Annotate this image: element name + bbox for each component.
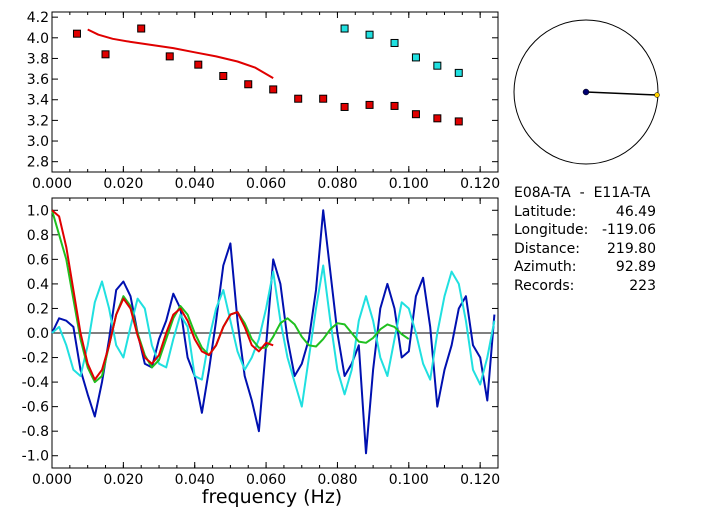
info-key: Longitude: — [514, 222, 589, 238]
x-tick-label: 0.040 — [175, 472, 215, 488]
info-value: 223 — [629, 277, 656, 294]
y-tick-label: 4.2 — [27, 10, 49, 26]
data-point — [411, 53, 420, 62]
station-b-dot — [654, 92, 660, 98]
y-tick-label: -1.0 — [22, 449, 49, 465]
x-tick-label: 0.100 — [389, 472, 429, 488]
data-point — [194, 60, 203, 69]
station-pair-label: E08A-TA - E11A-TA — [514, 185, 651, 201]
y-tick-label: 1.0 — [27, 203, 49, 219]
data-point — [433, 114, 442, 123]
data-point — [165, 52, 174, 61]
data-point — [244, 80, 253, 89]
y-tick-label: 3.6 — [27, 72, 49, 88]
series-line — [51, 209, 496, 455]
info-value: 46.49 — [615, 203, 656, 220]
data-point — [101, 50, 110, 59]
info-value: 92.89 — [615, 259, 656, 275]
azimuth-circle-map — [513, 19, 660, 165]
y-tick-label: 0.4 — [27, 277, 49, 293]
data-point — [390, 101, 399, 110]
y-tick-label: 4.0 — [27, 31, 49, 47]
data-point — [454, 117, 463, 126]
x-tick-label: 0.080 — [317, 472, 357, 488]
x-tick-label: 0.060 — [246, 176, 286, 192]
correlation-plot: 0.000 0.020 0.040 0.060 0.080 0.100 0.120 1.0 0.… — [22, 197, 500, 488]
y-tick-label: 2.8 — [27, 155, 49, 171]
data-point — [219, 72, 228, 80]
info-row-distance: Distance: 219.80 — [514, 240, 656, 259]
y-tick-label: -0.2 — [22, 351, 49, 367]
y-tick-label: 0.8 — [27, 228, 49, 244]
data-point — [319, 94, 328, 103]
info-row-records: Records: 223 — [514, 277, 656, 296]
x-tick-label: 0.020 — [103, 176, 143, 192]
x-tick-label: 0.020 — [103, 472, 143, 488]
info-key: Latitude: — [514, 203, 577, 220]
series-line — [51, 209, 274, 381]
y-tick-label: 0.0 — [27, 326, 49, 342]
x-tick-label: 0.040 — [175, 176, 215, 192]
data-point — [340, 102, 349, 111]
info-key: Records: — [514, 277, 575, 294]
x-tick-label: 0.060 — [246, 472, 286, 488]
data-point — [365, 30, 374, 39]
y-tick-label: 3.4 — [27, 93, 49, 109]
info-value: -119.06 — [601, 222, 656, 238]
y-tick-label: 3.0 — [27, 134, 49, 150]
info-row-latitude: Latitude: 46.49 — [514, 203, 656, 222]
data-point — [411, 110, 420, 119]
info-row-azimuth: Azimuth: 92.89 — [514, 258, 656, 277]
data-point — [365, 100, 374, 109]
info-row-longitude: Longitude: -119.06 — [514, 221, 656, 240]
data-point — [390, 38, 399, 47]
info-key: Azimuth: — [514, 259, 577, 275]
path-line — [585, 91, 658, 96]
map-circle — [513, 19, 659, 165]
y-tick-label: -0.6 — [22, 400, 49, 416]
info-key: Distance: — [514, 240, 580, 257]
data-point — [340, 24, 349, 33]
y-tick-label: 3.2 — [27, 113, 49, 129]
x-tick-label: 0.080 — [317, 176, 357, 192]
y-tick-label: 0.6 — [27, 252, 49, 268]
info-rows: Latitude: 46.49 Longitude: -119.06 Distance:… — [514, 203, 656, 296]
series-line — [87, 28, 274, 79]
x-tick-label: 0.000 — [32, 176, 72, 192]
y-tick-label: 3.8 — [27, 51, 49, 67]
x-tick-label: 0.000 — [32, 472, 72, 488]
data-point — [454, 68, 463, 77]
x-tick-label: 0.120 — [460, 472, 500, 488]
station-a-dot — [582, 88, 590, 96]
x-tick-label: 0.100 — [389, 176, 429, 192]
x-axis-title: frequency (Hz) — [202, 486, 342, 508]
data-point — [137, 24, 146, 33]
x-tick-label: 0.120 — [460, 176, 500, 192]
station-info-panel: E08A-TA - E11A-TA Latitude: 46.49 Longitud… — [514, 184, 656, 295]
info-value: 219.80 — [607, 240, 656, 257]
data-point — [433, 61, 442, 70]
data-point — [269, 85, 278, 94]
y-tick-label: -0.4 — [22, 375, 49, 391]
dispersion-plot: 0.000 0.020 0.040 0.060 0.080 0.100 0.120 4.2 4.… — [27, 10, 500, 192]
data-point — [294, 94, 303, 103]
series-line — [51, 264, 496, 408]
y-tick-label: 0.2 — [27, 301, 49, 317]
plot-frame — [51, 11, 499, 173]
data-point — [72, 29, 81, 38]
y-tick-label: -0.8 — [22, 424, 49, 440]
